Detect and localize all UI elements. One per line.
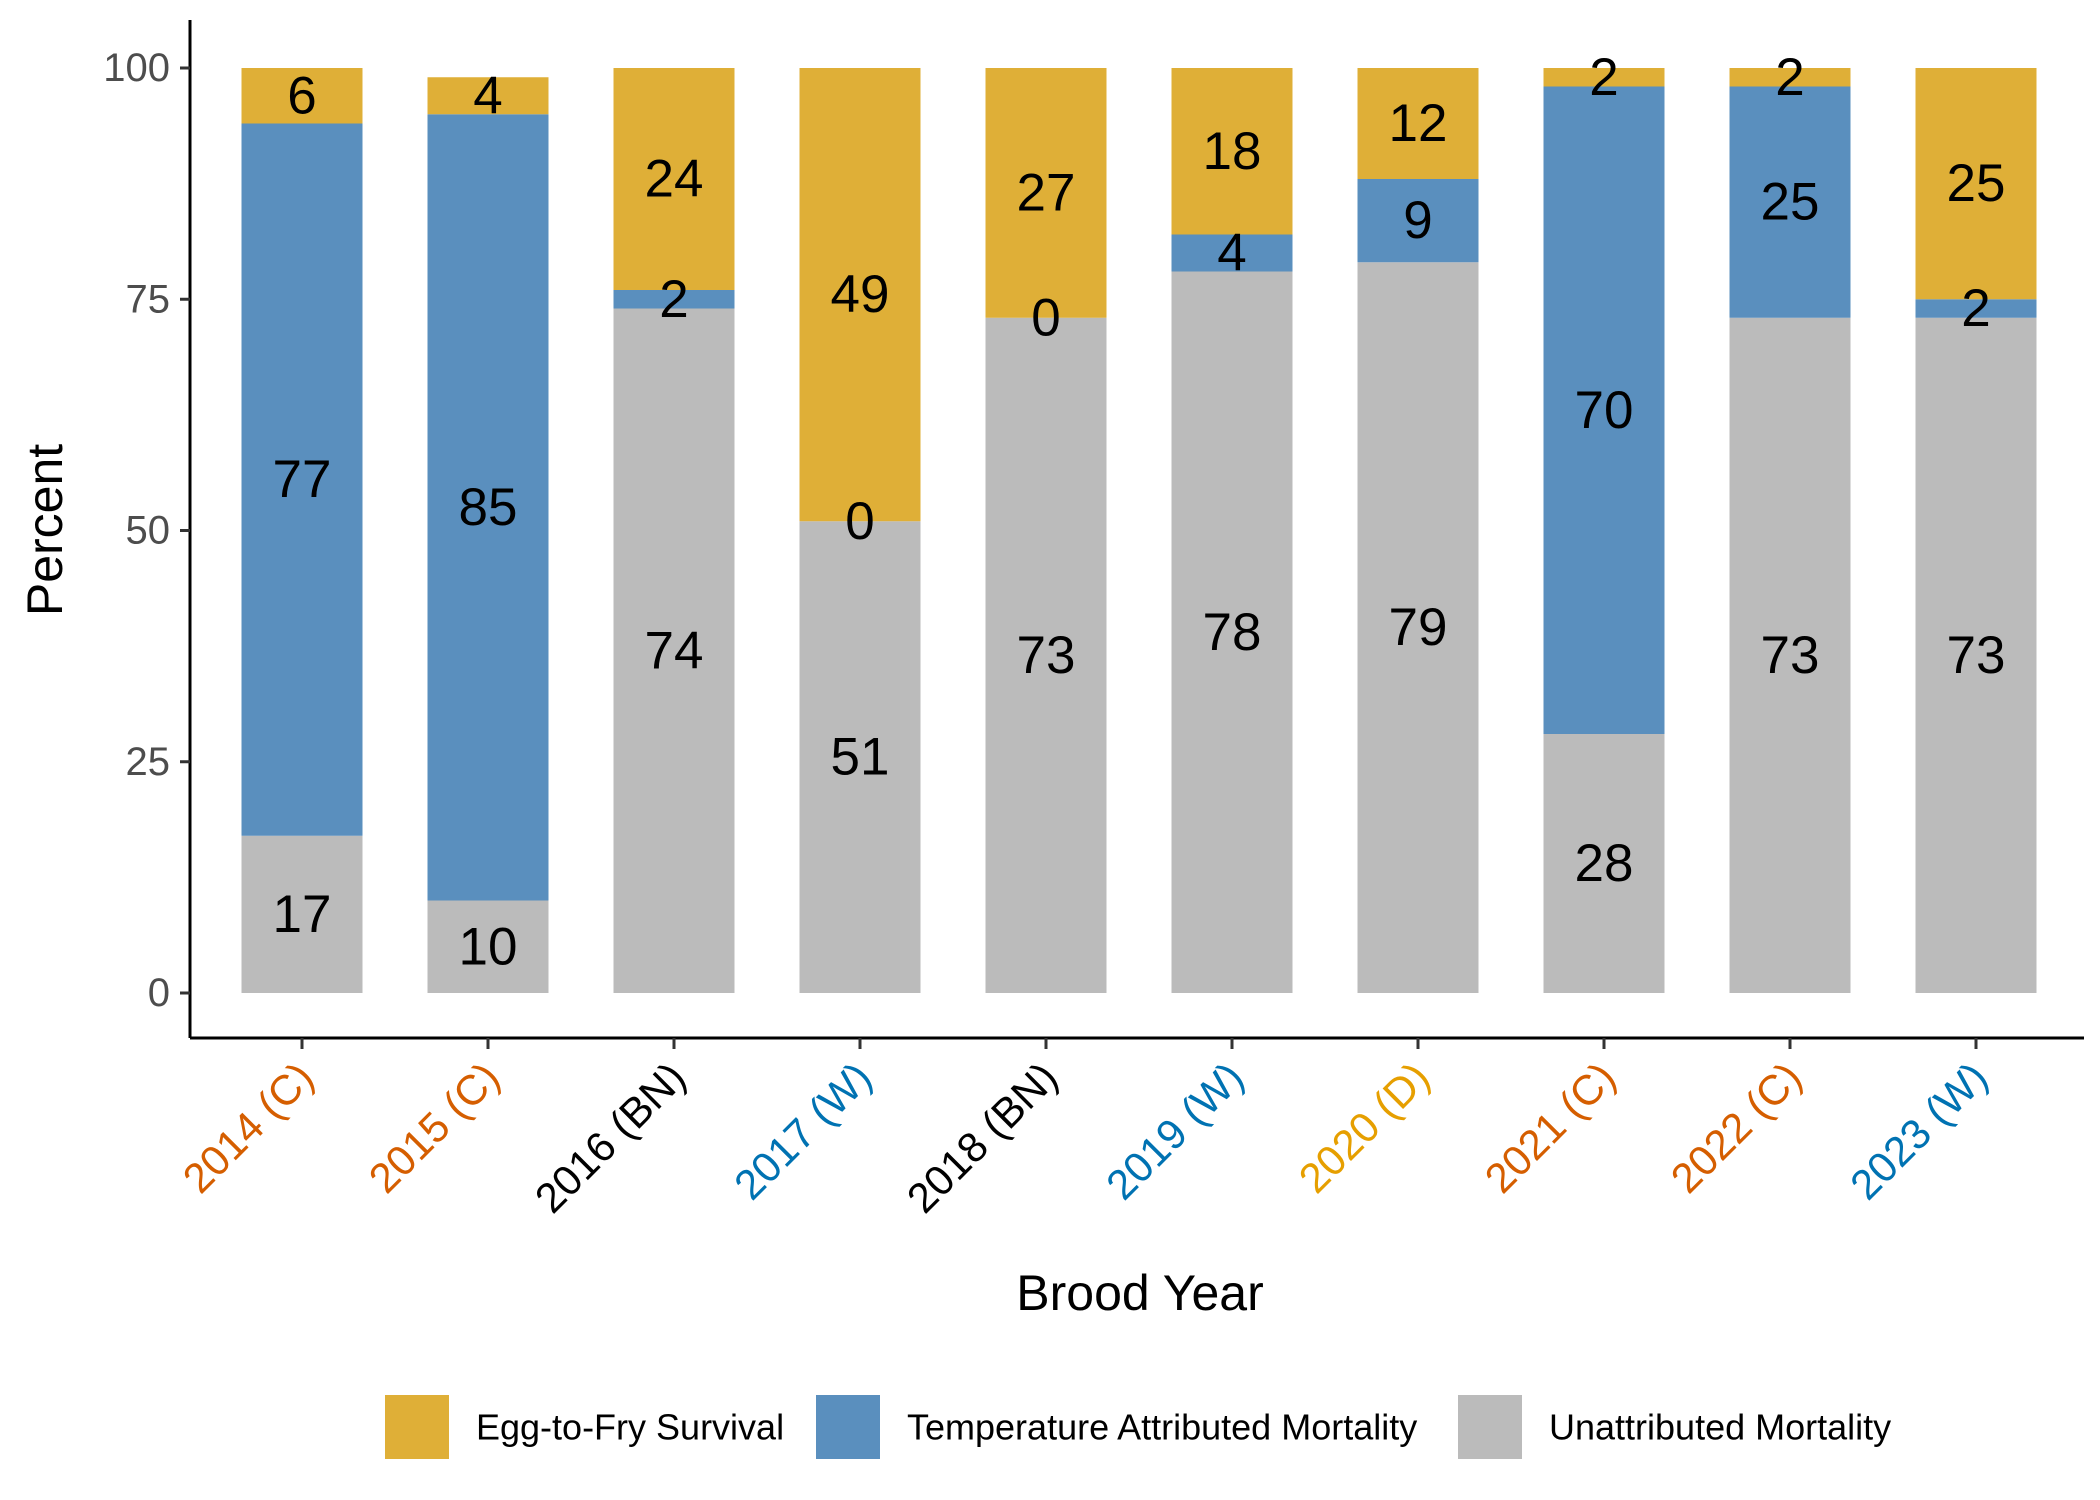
legend-item: Unattributed Mortality xyxy=(1458,1395,1891,1459)
bar-segment xyxy=(241,835,363,993)
data-label: 2 xyxy=(1961,279,1990,338)
data-label: 18 xyxy=(1203,122,1262,181)
y-axis-title: Percent xyxy=(17,444,73,616)
bar-segment xyxy=(1171,234,1293,272)
bar-segment xyxy=(1729,317,1851,993)
x-tick-label: 2018 (BN) xyxy=(898,1053,1067,1222)
x-tick-label: 2016 (BN) xyxy=(526,1053,695,1222)
x-tick-label: 2021 (C) xyxy=(1476,1053,1625,1202)
x-axis-title: Brood Year xyxy=(1016,1265,1263,1321)
bar-segment xyxy=(613,308,735,993)
y-tick-label: 75 xyxy=(126,277,171,321)
data-label: 27 xyxy=(1017,163,1076,222)
data-label: 28 xyxy=(1575,834,1634,893)
data-label: 79 xyxy=(1389,598,1448,657)
y-tick-label: 100 xyxy=(103,46,170,90)
bar-segment xyxy=(1357,68,1479,179)
data-label: 2 xyxy=(1775,48,1804,107)
x-tick-label: 2023 (W) xyxy=(1841,1053,1996,1208)
bar-segment xyxy=(613,68,735,290)
y-tick-label: 25 xyxy=(126,740,171,784)
data-label: 4 xyxy=(1217,224,1246,283)
x-tick-label: 2022 (C) xyxy=(1662,1053,1811,1202)
bar-segment xyxy=(1543,86,1665,734)
data-label: 2 xyxy=(1589,48,1618,107)
data-label: 24 xyxy=(645,150,704,209)
bar-segment xyxy=(1915,68,2037,300)
bar-segment xyxy=(1915,299,2037,318)
y-tick-label: 50 xyxy=(126,509,171,553)
bar-segment xyxy=(241,68,363,124)
data-label: 9 xyxy=(1403,191,1432,250)
bar-segment xyxy=(1543,68,1665,87)
bar-segment xyxy=(985,68,1107,318)
bars-layer xyxy=(241,68,2037,993)
legend-label: Egg-to-Fry Survival xyxy=(476,1407,784,1448)
legend-label: Temperature Attributed Mortality xyxy=(907,1407,1417,1448)
data-label: 0 xyxy=(845,492,874,551)
data-label: 10 xyxy=(459,917,518,976)
bar-segment xyxy=(1729,86,1851,318)
x-tick-label: 2017 (W) xyxy=(725,1053,880,1208)
bar-segment xyxy=(799,521,921,993)
bar-segment xyxy=(1357,179,1479,263)
bar-segment xyxy=(427,900,549,993)
bar-segment xyxy=(1915,317,2037,993)
bar-segment xyxy=(1543,734,1665,993)
legend-key xyxy=(816,1395,880,1459)
y-axis: 0 25 50 75 100 xyxy=(103,20,192,1038)
bar-segment xyxy=(1357,262,1479,993)
data-label: 4 xyxy=(473,66,502,125)
legend-key xyxy=(385,1395,449,1459)
x-tick-label: 2019 (W) xyxy=(1097,1053,1252,1208)
data-label: 73 xyxy=(1947,626,2006,685)
data-label: 70 xyxy=(1575,381,1634,440)
y-tick-label: 0 xyxy=(148,971,170,1015)
bar-segment xyxy=(427,77,549,115)
legend: Egg-to-Fry Survival Temperature Attribute… xyxy=(385,1395,1891,1459)
data-label: 78 xyxy=(1203,603,1262,662)
data-label: 2 xyxy=(659,270,688,329)
data-label: 74 xyxy=(645,621,704,680)
data-label: 73 xyxy=(1761,626,1820,685)
legend-key xyxy=(1458,1395,1522,1459)
bar-segment xyxy=(1171,271,1293,993)
bar-segment xyxy=(613,290,735,309)
data-label: 0 xyxy=(1031,288,1060,347)
x-axis: 2014 (C) 2015 (C) 2016 (BN) 2017 (W) 2018 (B… xyxy=(174,1036,2084,1222)
legend-item: Egg-to-Fry Survival xyxy=(385,1395,784,1459)
data-label: 49 xyxy=(831,265,890,324)
data-label: 12 xyxy=(1389,94,1448,153)
bar-segment xyxy=(427,114,549,901)
data-label: 73 xyxy=(1017,626,1076,685)
data-label: 25 xyxy=(1947,154,2006,213)
data-label: 51 xyxy=(831,728,890,787)
bar-segment xyxy=(985,317,1107,993)
bar-segment xyxy=(799,68,921,522)
legend-item: Temperature Attributed Mortality xyxy=(816,1395,1417,1459)
x-tick-label: 2015 (C) xyxy=(360,1053,509,1202)
x-tick-label: 2014 (C) xyxy=(174,1053,323,1202)
data-label: 6 xyxy=(287,66,316,125)
value-labels-layer: 17 77 6 10 85 4 74 2 24 51 0 49 73 0 27 78 4 18 79 9 12 28 70 2… xyxy=(273,48,2006,977)
data-label: 85 xyxy=(459,478,518,537)
bar-segment xyxy=(1729,68,1851,87)
data-label: 77 xyxy=(273,450,332,509)
data-label: 25 xyxy=(1761,173,1820,232)
data-label: 17 xyxy=(273,885,332,944)
x-tick-label: 2020 (D) xyxy=(1290,1053,1439,1202)
legend-label: Unattributed Mortality xyxy=(1549,1407,1891,1448)
bar-segment xyxy=(241,123,363,836)
bar-segment xyxy=(1171,68,1293,235)
